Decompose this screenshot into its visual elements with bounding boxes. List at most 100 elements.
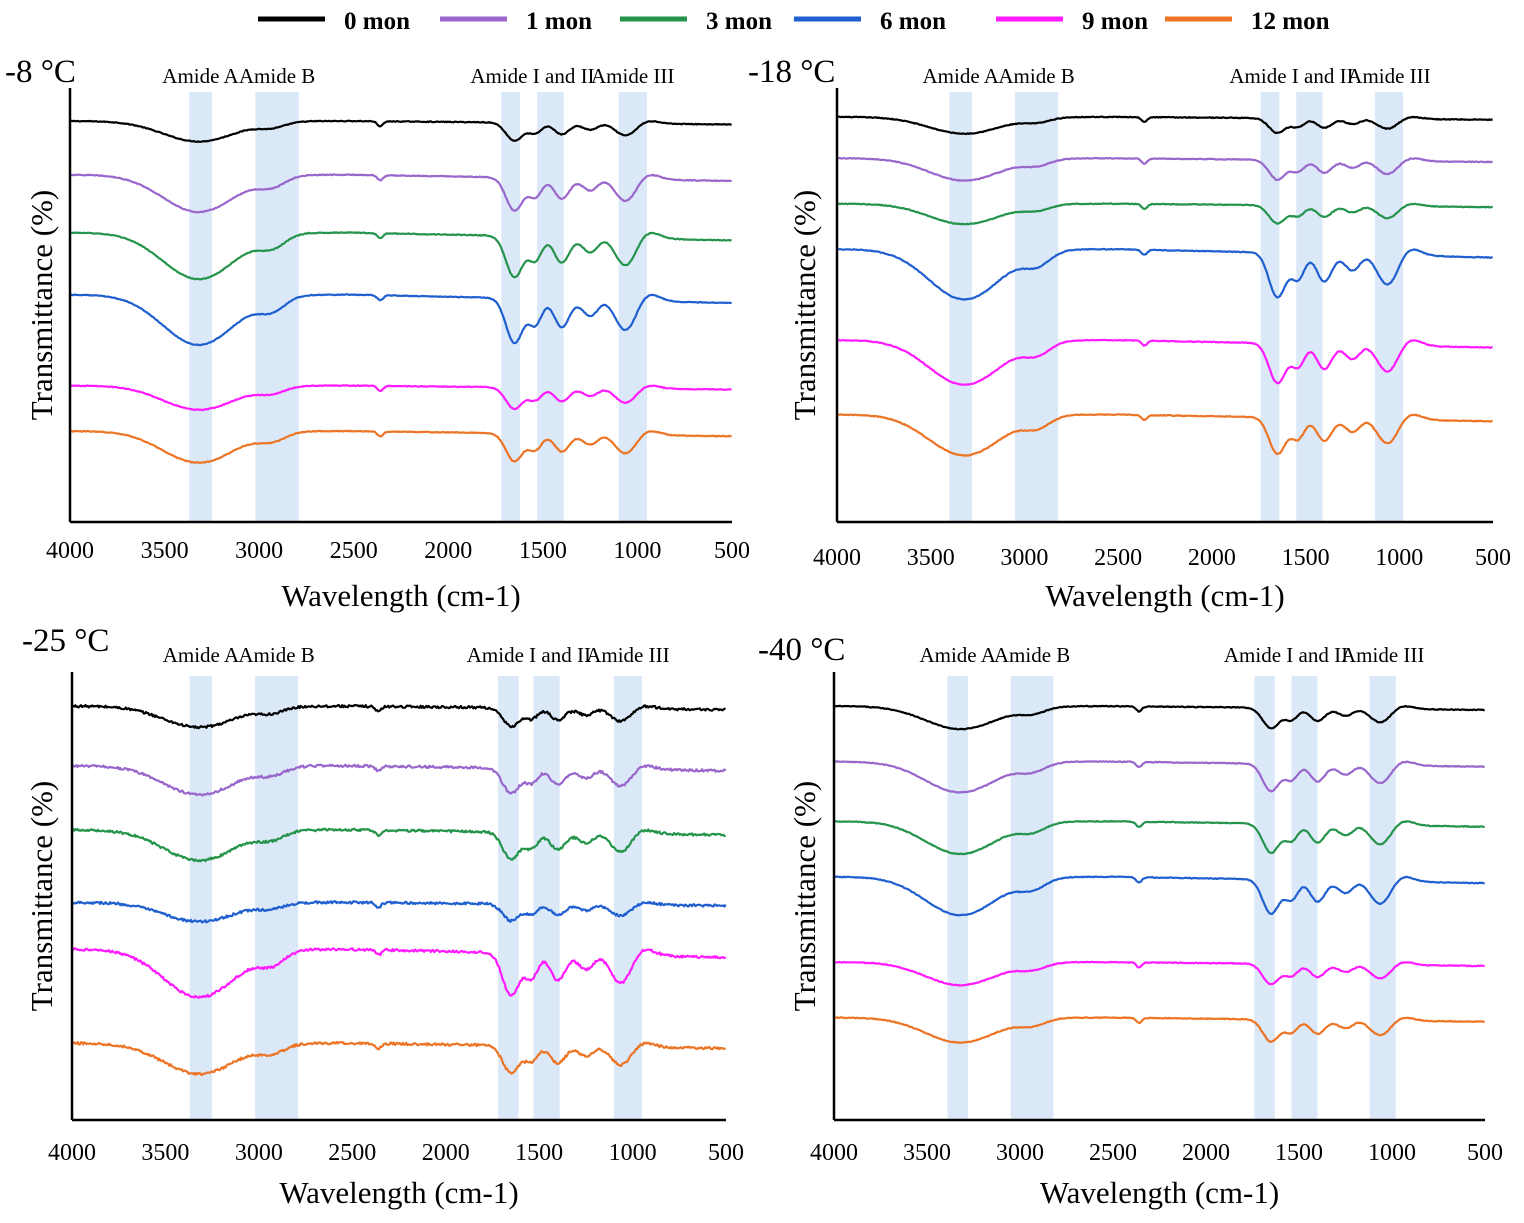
x-tick-label: 2500 — [1094, 545, 1142, 571]
legend-label: 1 mon — [526, 8, 592, 35]
y-axis-label: Transmittance (%) — [787, 781, 822, 1011]
legend-item: 1 mon — [440, 8, 592, 35]
x-tick-label: 3000 — [235, 538, 283, 564]
panel-title: -18 °C — [748, 54, 835, 90]
x-tick-label: 3500 — [903, 1140, 951, 1166]
series-line — [71, 947, 727, 999]
x-tick-label: 2000 — [422, 1140, 470, 1166]
amide-region-label: Amide III — [1341, 643, 1424, 667]
y-axis-label: Transmittance (%) — [787, 190, 822, 420]
series-line — [69, 173, 732, 214]
amide-region-label: Amide A — [162, 64, 239, 88]
legend-item: 12 mon — [1165, 8, 1330, 35]
amide-region-band — [189, 676, 213, 1120]
amide-region-label: Amide I and II — [470, 64, 594, 88]
x-tick-label: 1000 — [1375, 545, 1423, 571]
amide-region-band — [1254, 676, 1275, 1120]
amide-region-band — [537, 92, 564, 522]
x-axis-label: Wavelength (cm-1) — [279, 1175, 518, 1210]
amide-region-band — [949, 92, 972, 522]
x-tick-label: 3500 — [907, 545, 955, 571]
x-axis-label: Wavelength (cm-1) — [1045, 578, 1284, 613]
series-line — [833, 960, 1485, 987]
series-line — [833, 704, 1485, 731]
amide-region-band — [1015, 92, 1059, 522]
y-axis-label: Transmittance (%) — [24, 190, 59, 420]
series-line — [71, 827, 726, 863]
amide-region-band — [1010, 676, 1054, 1120]
x-axis-label: Wavelength (cm-1) — [281, 578, 520, 613]
amide-region-label: Amide B — [994, 643, 1070, 667]
amide-region-band — [533, 676, 560, 1120]
amide-region-label: Amide B — [998, 64, 1074, 88]
panel-title: -25 °C — [22, 623, 109, 659]
legend: 0 mon 1 mon 3 mon 6 mon 9 mon 12 mon — [258, 8, 1330, 35]
x-tick-label: 1000 — [1368, 1140, 1416, 1166]
series-line — [836, 202, 1493, 226]
amide-region-label: Amide I and II — [1224, 643, 1348, 667]
x-tick-label: 500 — [708, 1140, 744, 1166]
series-line — [71, 763, 727, 797]
y-axis-label: Transmittance (%) — [24, 781, 59, 1011]
series-line — [837, 413, 1493, 457]
x-tick-label: 1000 — [609, 1140, 657, 1166]
series-line — [836, 247, 1494, 301]
series-line — [833, 1016, 1485, 1044]
x-tick-label: 2000 — [424, 538, 472, 564]
legend-label: 12 mon — [1251, 8, 1330, 35]
amide-region-band — [498, 676, 519, 1120]
x-tick-label: 2500 — [328, 1140, 376, 1166]
series-line — [833, 760, 1485, 794]
legend-item: 3 mon — [620, 8, 772, 35]
x-tick-label: 1500 — [1282, 545, 1330, 571]
amide-region-band — [947, 676, 968, 1120]
x-tick-label: 3000 — [1000, 545, 1048, 571]
series-line — [834, 819, 1485, 856]
amide-region-label: Amide B — [238, 643, 314, 667]
amide-region-label: Amide I and II — [467, 643, 591, 667]
amide-region-label: Amide B — [239, 64, 315, 88]
x-tick-label: 4000 — [813, 545, 861, 571]
x-tick-label: 1500 — [1275, 1140, 1323, 1166]
legend-item: 0 mon — [258, 8, 410, 35]
legend-item: 9 mon — [996, 8, 1148, 35]
legend-label: 6 mon — [880, 8, 946, 35]
x-tick-label: 2500 — [1089, 1140, 1137, 1166]
x-tick-label: 3000 — [235, 1140, 283, 1166]
amide-region-band — [1374, 92, 1404, 522]
x-axis-label: Wavelength (cm-1) — [1040, 1175, 1279, 1210]
series-line — [837, 115, 1493, 136]
amide-region-band — [1296, 92, 1323, 522]
amide-region-label: Amide A — [922, 64, 999, 88]
series-line — [71, 900, 727, 924]
legend-label: 9 mon — [1082, 8, 1148, 35]
amide-region-label: Amide III — [1347, 64, 1430, 88]
series-line — [70, 384, 732, 412]
amide-region-label: Amide A — [919, 643, 996, 667]
x-tick-label: 2000 — [1188, 545, 1236, 571]
x-tick-label: 2500 — [330, 538, 378, 564]
amide-region-band — [618, 92, 647, 522]
amide-region-band — [255, 92, 299, 522]
x-tick-label: 2000 — [1182, 1140, 1230, 1166]
series-line — [71, 1041, 726, 1076]
x-tick-label: 3500 — [141, 1140, 189, 1166]
series-line — [69, 231, 732, 281]
x-tick-label: 500 — [1475, 545, 1511, 571]
series-line — [836, 156, 1493, 182]
x-tick-label: 500 — [714, 538, 750, 564]
x-tick-label: 4000 — [46, 538, 94, 564]
amide-region-label: Amide A — [163, 643, 240, 667]
series-line — [69, 119, 732, 143]
series-line — [71, 703, 726, 730]
amide-region-label: Amide III — [586, 643, 669, 667]
x-tick-label: 4000 — [810, 1140, 858, 1166]
x-tick-label: 1500 — [519, 538, 567, 564]
legend-label: 0 mon — [344, 8, 410, 35]
